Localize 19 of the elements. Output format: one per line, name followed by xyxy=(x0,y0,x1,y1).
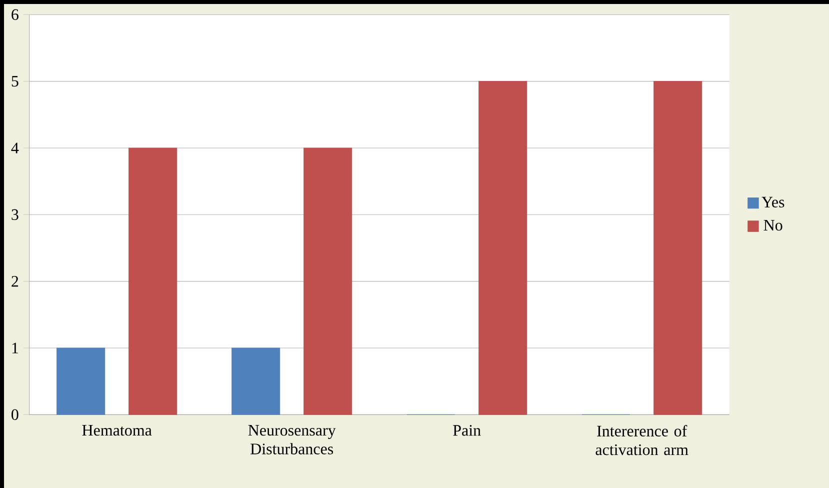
x-tick-label: Pain xyxy=(453,425,481,436)
bar xyxy=(478,81,528,415)
x-tick-label: Hematoma xyxy=(82,425,152,436)
x-tick-label: Neurosensary Disturbances xyxy=(248,425,336,454)
legend-label: No xyxy=(764,220,782,231)
y-tick-label: 3 xyxy=(12,209,18,220)
x-tick-label: Intererence of activation arm xyxy=(596,425,688,456)
y-tick-label: 1 xyxy=(12,342,18,354)
bar xyxy=(232,348,280,415)
y-tick-label: 0 xyxy=(12,409,18,420)
y-tick-label: 6 xyxy=(12,9,18,20)
bar xyxy=(128,148,178,415)
legend-label: Yes xyxy=(762,196,784,208)
y-tick-label: 5 xyxy=(12,76,18,87)
bar xyxy=(56,348,106,415)
bar xyxy=(654,81,702,415)
bar xyxy=(304,148,352,415)
y-tick-label: 2 xyxy=(12,276,18,287)
y-tick-label: 4 xyxy=(11,142,19,154)
